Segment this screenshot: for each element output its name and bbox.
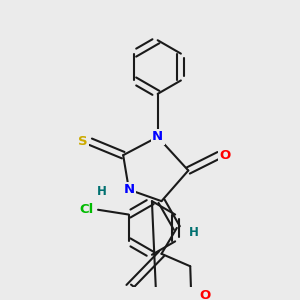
Text: N: N [152, 130, 163, 143]
Text: O: O [219, 149, 230, 162]
Text: N: N [123, 183, 134, 196]
Text: Cl: Cl [80, 203, 94, 216]
Text: H: H [189, 226, 199, 239]
Text: O: O [199, 289, 210, 300]
Text: S: S [78, 135, 88, 148]
Text: H: H [97, 185, 107, 198]
